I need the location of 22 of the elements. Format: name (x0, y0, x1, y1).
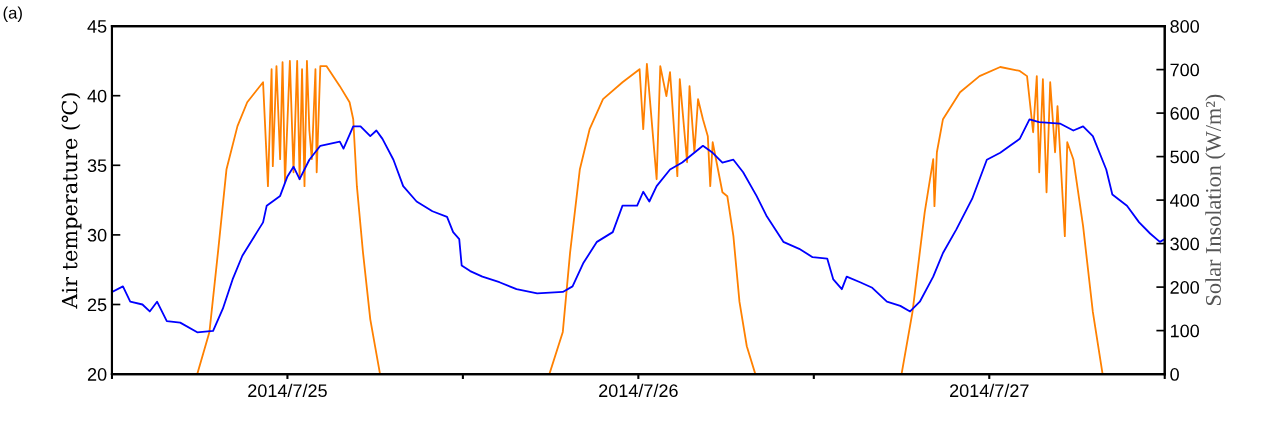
x-tick-label: 2014/7/27 (950, 383, 1029, 398)
y2-tick-label: 200 (1170, 281, 1200, 294)
y2-tick-label: 600 (1170, 107, 1200, 120)
y-tick-label: 45 (87, 20, 107, 33)
y-tick-label: 40 (87, 89, 107, 103)
y2-axis-title: Solar Insolation (W/m²) (1205, 94, 1226, 306)
y-axis-title: Air temperature (℃) (61, 93, 82, 309)
y2-tick-label: 0 (1170, 368, 1179, 381)
y-tick-label: 20 (87, 368, 107, 381)
y-tick-label: 30 (87, 228, 107, 242)
y2-tick-label: 300 (1170, 237, 1200, 251)
y2-tick-label: 100 (1170, 324, 1200, 338)
y2-tick-label: 700 (1170, 63, 1200, 77)
line-series (111, 118, 1165, 334)
x-tick-label: 2014/7/25 (248, 383, 327, 398)
y2-tick-label: 400 (1170, 194, 1200, 207)
x-tick-label: 2014/7/26 (599, 383, 678, 398)
y2-tick-label: 500 (1170, 150, 1200, 164)
y-tick-label: 25 (87, 298, 107, 312)
y-tick-label: 35 (87, 159, 107, 173)
y2-tick-label: 800 (1170, 20, 1200, 33)
text: (a) (3, 6, 22, 23)
